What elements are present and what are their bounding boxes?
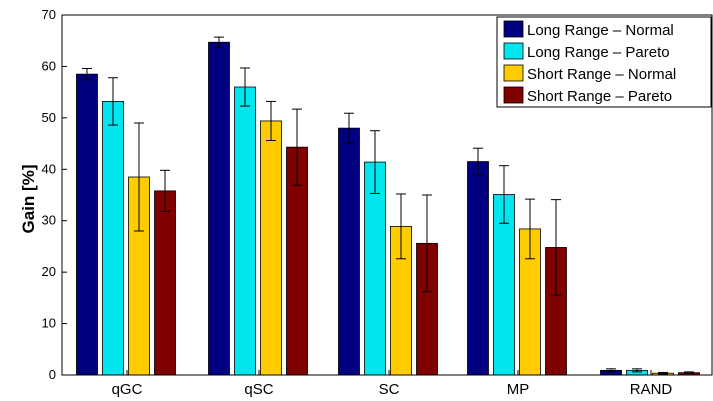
bar-qsc-series-2 [234,86,256,376]
x-category-label: SC [379,381,400,398]
bar-qsc-series-3 [260,120,282,376]
bar-qsc-series-1 [208,41,230,376]
error-bar [82,67,92,81]
y-tick-label: 20 [42,264,56,279]
error-bar [266,100,276,141]
y-tick-label: 30 [42,213,56,228]
legend-box [496,16,712,108]
legend-entry-label: Short Range – Normal [527,66,676,83]
legend-entry-label: Long Range – Pareto [527,44,670,61]
error-bar [240,67,250,107]
error-bar [214,36,224,48]
y-tick-label: 70 [42,7,56,22]
error-bar [396,193,406,260]
legend-swatch [503,86,524,104]
legend-entry-label: Short Range – Pareto [527,88,672,105]
error-bars-group [82,36,694,375]
error-bar [422,194,432,293]
y-tick-label: 50 [42,110,56,125]
error-bar [658,371,668,375]
error-bar [499,165,509,224]
legend-swatch [503,64,524,82]
error-bar [606,368,616,373]
error-bar [525,198,535,260]
y-tick-label: 10 [42,316,56,331]
y-tick-label: 0 [49,367,56,382]
bar-qgc-series-4 [154,190,176,376]
x-category-label: MP [507,381,530,398]
legend: Long Range – Normal Long Range – Pareto Sh… [496,16,712,108]
bar-sc-series-1 [338,127,360,376]
bar-qgc-series-1 [76,73,98,376]
x-category-label: RAND [630,381,673,398]
legend-swatch [503,42,524,60]
bar-mp-series-1 [467,161,489,376]
error-bar [292,108,302,186]
error-bar [632,368,642,373]
x-axis-category-labels: qGC qSC SC MP RAND [112,370,673,398]
error-bar [551,199,561,296]
y-axis-title: Gain [%] [19,165,38,234]
error-bar [134,122,144,232]
legend-swatch [503,20,524,38]
y-axis-ticks: 0 10 20 30 40 50 60 70 [42,7,67,382]
plot-area-frame [61,14,713,376]
legend-entry-label: Long Range – Normal [527,22,674,39]
bar-sc-series-2 [364,161,386,376]
y-tick-label: 60 [42,58,56,73]
y-tick-label: 40 [42,161,56,176]
bar-qgc-series-2 [102,101,124,376]
x-category-label: qGC [112,381,143,398]
error-bar [370,130,380,194]
error-bar [473,147,483,176]
error-bar [344,112,354,144]
error-bar [108,77,118,126]
bars-group [76,41,700,376]
error-bar [684,371,694,374]
error-bar [160,169,170,212]
x-category-label: qSC [244,381,273,398]
